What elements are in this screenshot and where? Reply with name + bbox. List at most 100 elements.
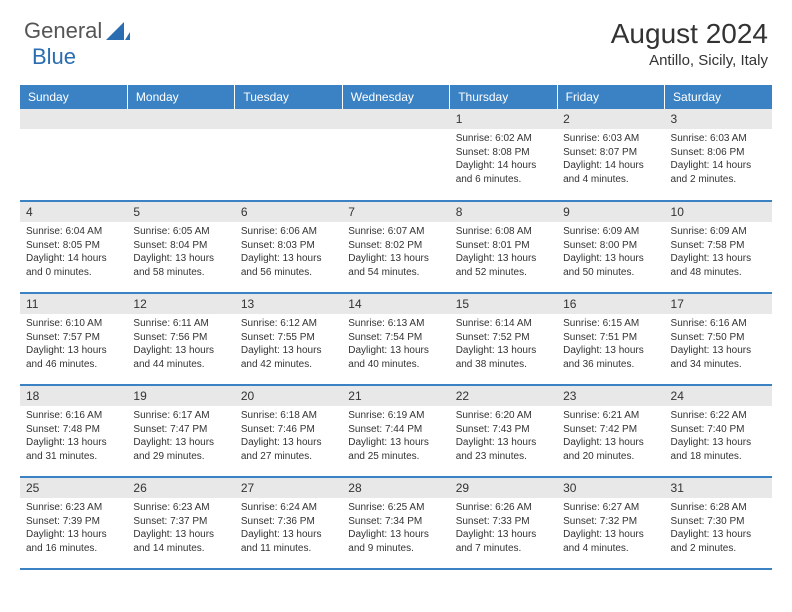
month-title: August 2024 bbox=[611, 18, 768, 50]
day-number: 7 bbox=[342, 202, 449, 222]
day-info: Sunrise: 6:11 AMSunset: 7:56 PMDaylight:… bbox=[127, 314, 234, 374]
day-number: 23 bbox=[557, 386, 664, 406]
location-text: Antillo, Sicily, Italy bbox=[611, 52, 768, 69]
day-number: 11 bbox=[20, 294, 127, 314]
day-cell: 13Sunrise: 6:12 AMSunset: 7:55 PMDayligh… bbox=[235, 293, 342, 385]
day-number: 18 bbox=[20, 386, 127, 406]
day-info: Sunrise: 6:04 AMSunset: 8:05 PMDaylight:… bbox=[20, 222, 127, 282]
day-number: 25 bbox=[20, 478, 127, 498]
day-cell: 8Sunrise: 6:08 AMSunset: 8:01 PMDaylight… bbox=[450, 201, 557, 293]
day-number: 22 bbox=[450, 386, 557, 406]
day-cell: 12Sunrise: 6:11 AMSunset: 7:56 PMDayligh… bbox=[127, 293, 234, 385]
day-info: Sunrise: 6:13 AMSunset: 7:54 PMDaylight:… bbox=[342, 314, 449, 374]
title-block: August 2024 Antillo, Sicily, Italy bbox=[611, 18, 768, 69]
day-cell: 18Sunrise: 6:16 AMSunset: 7:48 PMDayligh… bbox=[20, 385, 127, 477]
day-info: Sunrise: 6:03 AMSunset: 8:06 PMDaylight:… bbox=[665, 129, 772, 189]
weekday-header: Saturday bbox=[665, 85, 772, 109]
day-number: 1 bbox=[450, 109, 557, 129]
day-info: Sunrise: 6:28 AMSunset: 7:30 PMDaylight:… bbox=[665, 498, 772, 558]
day-info: Sunrise: 6:17 AMSunset: 7:47 PMDaylight:… bbox=[127, 406, 234, 466]
day-number: 21 bbox=[342, 386, 449, 406]
day-number: 19 bbox=[127, 386, 234, 406]
day-cell: 27Sunrise: 6:24 AMSunset: 7:36 PMDayligh… bbox=[235, 477, 342, 569]
day-info: Sunrise: 6:23 AMSunset: 7:39 PMDaylight:… bbox=[20, 498, 127, 558]
day-info: Sunrise: 6:03 AMSunset: 8:07 PMDaylight:… bbox=[557, 129, 664, 189]
day-number: 6 bbox=[235, 202, 342, 222]
day-info: Sunrise: 6:26 AMSunset: 7:33 PMDaylight:… bbox=[450, 498, 557, 558]
day-number: 29 bbox=[450, 478, 557, 498]
day-cell: 20Sunrise: 6:18 AMSunset: 7:46 PMDayligh… bbox=[235, 385, 342, 477]
day-number: 17 bbox=[665, 294, 772, 314]
day-number: 28 bbox=[342, 478, 449, 498]
empty-cell bbox=[235, 109, 342, 201]
weekday-header: Monday bbox=[127, 85, 234, 109]
day-cell: 29Sunrise: 6:26 AMSunset: 7:33 PMDayligh… bbox=[450, 477, 557, 569]
calendar-table: SundayMondayTuesdayWednesdayThursdayFrid… bbox=[20, 85, 772, 570]
day-cell: 4Sunrise: 6:04 AMSunset: 8:05 PMDaylight… bbox=[20, 201, 127, 293]
day-info: Sunrise: 6:15 AMSunset: 7:51 PMDaylight:… bbox=[557, 314, 664, 374]
weekday-header: Wednesday bbox=[342, 85, 449, 109]
day-info: Sunrise: 6:08 AMSunset: 8:01 PMDaylight:… bbox=[450, 222, 557, 282]
day-info: Sunrise: 6:06 AMSunset: 8:03 PMDaylight:… bbox=[235, 222, 342, 282]
logo-text-2: Blue bbox=[32, 44, 76, 70]
day-cell: 1Sunrise: 6:02 AMSunset: 8:08 PMDaylight… bbox=[450, 109, 557, 201]
weekday-header: Thursday bbox=[450, 85, 557, 109]
day-cell: 11Sunrise: 6:10 AMSunset: 7:57 PMDayligh… bbox=[20, 293, 127, 385]
day-info: Sunrise: 6:20 AMSunset: 7:43 PMDaylight:… bbox=[450, 406, 557, 466]
empty-cell bbox=[20, 109, 127, 201]
day-number: 20 bbox=[235, 386, 342, 406]
day-number: 5 bbox=[127, 202, 234, 222]
day-number: 13 bbox=[235, 294, 342, 314]
day-cell: 26Sunrise: 6:23 AMSunset: 7:37 PMDayligh… bbox=[127, 477, 234, 569]
header: General August 2024 Antillo, Sicily, Ita… bbox=[0, 0, 792, 77]
day-cell: 16Sunrise: 6:15 AMSunset: 7:51 PMDayligh… bbox=[557, 293, 664, 385]
day-cell: 21Sunrise: 6:19 AMSunset: 7:44 PMDayligh… bbox=[342, 385, 449, 477]
calendar-body: 1Sunrise: 6:02 AMSunset: 8:08 PMDaylight… bbox=[20, 109, 772, 569]
day-number: 3 bbox=[665, 109, 772, 129]
day-number: 14 bbox=[342, 294, 449, 314]
day-info: Sunrise: 6:18 AMSunset: 7:46 PMDaylight:… bbox=[235, 406, 342, 466]
logo-triangle-icon bbox=[106, 22, 130, 40]
day-number: 24 bbox=[665, 386, 772, 406]
day-cell: 10Sunrise: 6:09 AMSunset: 7:58 PMDayligh… bbox=[665, 201, 772, 293]
day-cell: 28Sunrise: 6:25 AMSunset: 7:34 PMDayligh… bbox=[342, 477, 449, 569]
logo: General bbox=[24, 18, 132, 44]
day-number: 4 bbox=[20, 202, 127, 222]
day-number: 10 bbox=[665, 202, 772, 222]
day-info: Sunrise: 6:21 AMSunset: 7:42 PMDaylight:… bbox=[557, 406, 664, 466]
weekday-header: Sunday bbox=[20, 85, 127, 109]
day-number: 2 bbox=[557, 109, 664, 129]
day-number: 30 bbox=[557, 478, 664, 498]
day-info: Sunrise: 6:05 AMSunset: 8:04 PMDaylight:… bbox=[127, 222, 234, 282]
day-cell: 25Sunrise: 6:23 AMSunset: 7:39 PMDayligh… bbox=[20, 477, 127, 569]
day-cell: 9Sunrise: 6:09 AMSunset: 8:00 PMDaylight… bbox=[557, 201, 664, 293]
day-info: Sunrise: 6:02 AMSunset: 8:08 PMDaylight:… bbox=[450, 129, 557, 189]
day-info: Sunrise: 6:27 AMSunset: 7:32 PMDaylight:… bbox=[557, 498, 664, 558]
day-number: 9 bbox=[557, 202, 664, 222]
day-info: Sunrise: 6:19 AMSunset: 7:44 PMDaylight:… bbox=[342, 406, 449, 466]
day-info: Sunrise: 6:09 AMSunset: 8:00 PMDaylight:… bbox=[557, 222, 664, 282]
day-number: 12 bbox=[127, 294, 234, 314]
weekday-header: Friday bbox=[557, 85, 664, 109]
day-info: Sunrise: 6:09 AMSunset: 7:58 PMDaylight:… bbox=[665, 222, 772, 282]
day-cell: 5Sunrise: 6:05 AMSunset: 8:04 PMDaylight… bbox=[127, 201, 234, 293]
day-cell: 23Sunrise: 6:21 AMSunset: 7:42 PMDayligh… bbox=[557, 385, 664, 477]
day-cell: 7Sunrise: 6:07 AMSunset: 8:02 PMDaylight… bbox=[342, 201, 449, 293]
day-number: 16 bbox=[557, 294, 664, 314]
day-info: Sunrise: 6:14 AMSunset: 7:52 PMDaylight:… bbox=[450, 314, 557, 374]
day-info: Sunrise: 6:24 AMSunset: 7:36 PMDaylight:… bbox=[235, 498, 342, 558]
day-info: Sunrise: 6:16 AMSunset: 7:50 PMDaylight:… bbox=[665, 314, 772, 374]
day-cell: 6Sunrise: 6:06 AMSunset: 8:03 PMDaylight… bbox=[235, 201, 342, 293]
day-cell: 14Sunrise: 6:13 AMSunset: 7:54 PMDayligh… bbox=[342, 293, 449, 385]
weekday-header: Tuesday bbox=[235, 85, 342, 109]
day-info: Sunrise: 6:12 AMSunset: 7:55 PMDaylight:… bbox=[235, 314, 342, 374]
day-number: 31 bbox=[665, 478, 772, 498]
day-cell: 15Sunrise: 6:14 AMSunset: 7:52 PMDayligh… bbox=[450, 293, 557, 385]
day-info: Sunrise: 6:22 AMSunset: 7:40 PMDaylight:… bbox=[665, 406, 772, 466]
day-number: 26 bbox=[127, 478, 234, 498]
day-info: Sunrise: 6:25 AMSunset: 7:34 PMDaylight:… bbox=[342, 498, 449, 558]
day-cell: 19Sunrise: 6:17 AMSunset: 7:47 PMDayligh… bbox=[127, 385, 234, 477]
day-info: Sunrise: 6:10 AMSunset: 7:57 PMDaylight:… bbox=[20, 314, 127, 374]
day-cell: 22Sunrise: 6:20 AMSunset: 7:43 PMDayligh… bbox=[450, 385, 557, 477]
logo-text-1: General bbox=[24, 18, 102, 44]
